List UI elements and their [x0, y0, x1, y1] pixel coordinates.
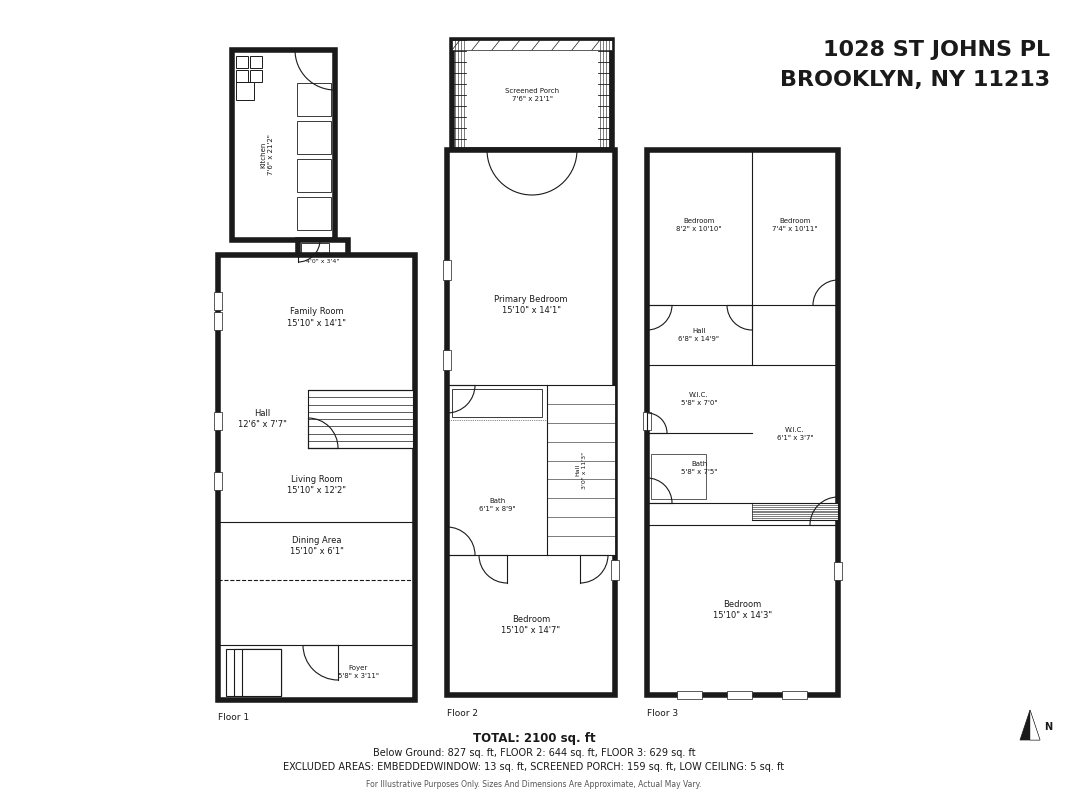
Bar	[676, 691, 702, 699]
Bar	[447, 150, 615, 695]
Text: Dining Area
15'10" x 6'1": Dining Area 15'10" x 6'1"	[289, 536, 344, 556]
Bar	[214, 472, 222, 490]
Text: Living Room
15'10" x 12'2": Living Room 15'10" x 12'2"	[287, 475, 346, 495]
Bar	[308, 390, 413, 448]
Bar	[443, 350, 451, 370]
Text: Kitchen
7'6" x 21'2": Kitchen 7'6" x 21'2"	[260, 134, 274, 175]
Text: EXCLUDED AREAS: EMBEDDEDWINDOW: 13 sq. ft, SCREENED PORCH: 159 sq. ft, LOW CEILI: EXCLUDED AREAS: EMBEDDEDWINDOW: 13 sq. f…	[284, 762, 784, 772]
Text: Bedroom
8'2" x 10'10": Bedroom 8'2" x 10'10"	[676, 218, 721, 232]
Bar	[611, 560, 619, 580]
Text: Screened Porch
7'6" x 21'1": Screened Porch 7'6" x 21'1"	[505, 88, 559, 102]
Text: Bedroom
15'10" x 14'7": Bedroom 15'10" x 14'7"	[501, 615, 560, 635]
Bar	[647, 150, 838, 695]
Bar	[452, 40, 612, 150]
Text: Bath
4'0" x 3'4": Bath 4'0" x 3'4"	[306, 253, 339, 264]
Text: TOTAL: 2100 sq. ft: TOTAL: 2100 sq. ft	[473, 732, 595, 745]
Text: Bedroom
15'10" x 14'3": Bedroom 15'10" x 14'3"	[713, 600, 773, 620]
Text: Bedroom
7'4" x 10'11": Bedroom 7'4" x 10'11"	[773, 218, 817, 232]
Bar	[226, 649, 281, 696]
Bar	[236, 82, 254, 100]
Text: Foyer
5'8" x 3'11": Foyer 5'8" x 3'11"	[337, 666, 379, 678]
Bar	[297, 197, 331, 230]
Text: W.I.C.
6'1" x 3'7": W.I.C. 6'1" x 3'7"	[777, 427, 813, 441]
Text: BROOKLYN, NY 11213: BROOKLYN, NY 11213	[780, 70, 1050, 90]
Bar	[214, 312, 222, 330]
Bar	[547, 385, 615, 555]
Bar	[214, 412, 222, 430]
Bar	[234, 649, 281, 696]
Text: 1028 ST JOHNS PL: 1028 ST JOHNS PL	[823, 40, 1050, 60]
Bar	[782, 691, 807, 699]
Bar	[752, 503, 838, 520]
Text: Hall
6'8" x 14'9": Hall 6'8" x 14'9"	[679, 328, 719, 342]
Text: Floor 1: Floor 1	[218, 714, 249, 722]
Bar	[232, 50, 335, 240]
Bar	[236, 56, 248, 68]
Text: Below Ground: 827 sq. ft, FLOOR 2: 644 sq. ft, FLOOR 3: 629 sq. ft: Below Ground: 827 sq. ft, FLOOR 2: 644 s…	[372, 748, 696, 758]
Text: Floor 2: Floor 2	[447, 709, 478, 718]
Polygon shape	[1020, 710, 1040, 740]
Bar	[242, 649, 281, 696]
Bar	[727, 691, 752, 699]
Bar	[218, 255, 415, 700]
Bar	[297, 159, 331, 192]
Bar	[297, 83, 331, 116]
Bar	[443, 260, 451, 280]
Text: Bath
6'1" x 8'9": Bath 6'1" x 8'9"	[479, 498, 515, 512]
Text: N: N	[1044, 722, 1052, 732]
Bar	[298, 240, 348, 280]
Text: For Illustrative Purposes Only. Sizes And Dimensions Are Approximate, Actual May: For Illustrative Purposes Only. Sizes An…	[366, 780, 702, 789]
Bar	[297, 121, 331, 154]
Bar	[452, 389, 542, 417]
Text: Primary Bedroom
15'10" x 14'1": Primary Bedroom 15'10" x 14'1"	[494, 295, 568, 315]
Text: Hall
3'0" x 11'3": Hall 3'0" x 11'3"	[575, 451, 587, 489]
Text: Floor 3: Floor 3	[647, 709, 679, 718]
Text: Bath
5'8" x 7'5": Bath 5'8" x 7'5"	[681, 462, 717, 474]
Bar	[214, 292, 222, 310]
Bar	[236, 70, 248, 82]
Bar	[250, 56, 262, 68]
Bar	[301, 243, 329, 277]
Bar	[250, 70, 262, 82]
Bar	[643, 412, 651, 430]
Text: Family Room
15'10" x 14'1": Family Room 15'10" x 14'1"	[287, 307, 346, 327]
Text: Hall
12'6" x 7'7": Hall 12'6" x 7'7"	[238, 409, 286, 429]
Polygon shape	[1030, 710, 1040, 740]
Bar	[452, 40, 612, 50]
Bar	[834, 562, 842, 580]
Bar	[651, 454, 706, 499]
Text: W.I.C.
5'8" x 7'0": W.I.C. 5'8" x 7'0"	[681, 392, 717, 406]
